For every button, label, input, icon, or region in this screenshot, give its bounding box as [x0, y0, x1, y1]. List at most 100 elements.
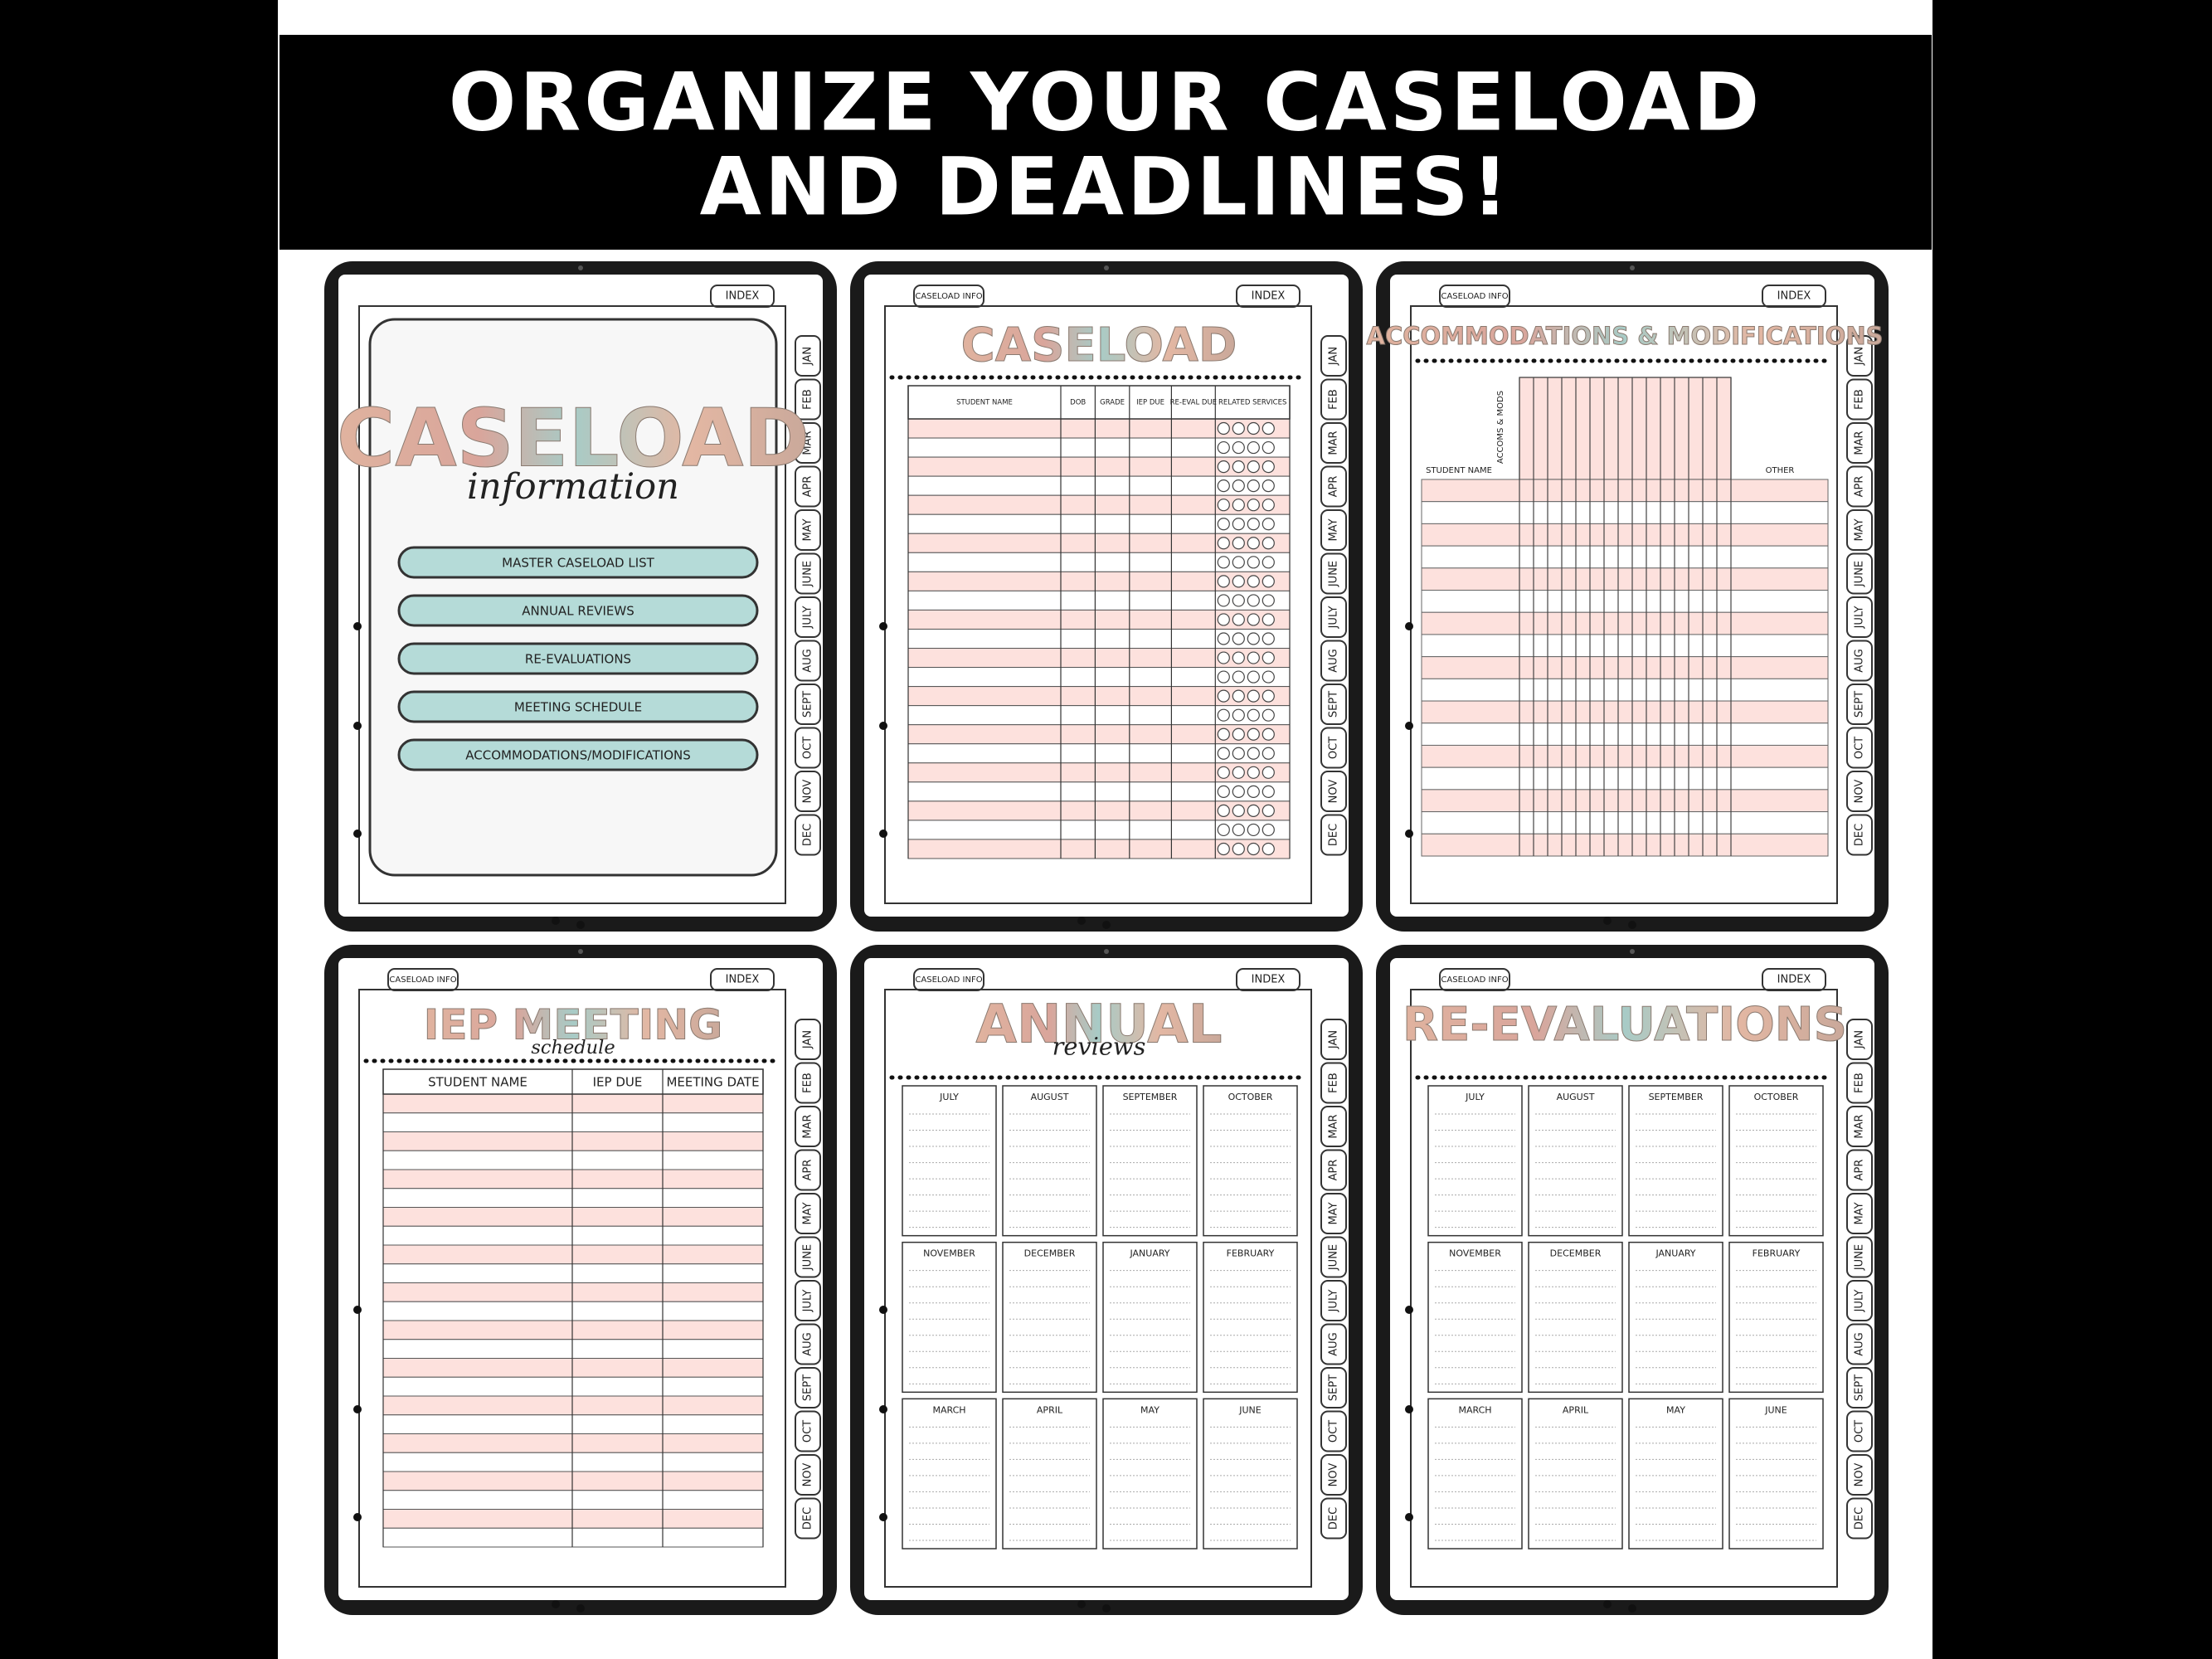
menu-button[interactable] [397, 594, 759, 627]
column-header: GRADE [1100, 399, 1125, 407]
month-tab [795, 1062, 821, 1104]
menu-button[interactable] [397, 642, 759, 675]
month-tab-label: SEPT [802, 1374, 814, 1401]
menu-button[interactable] [397, 690, 759, 723]
month-tab [1846, 1280, 1873, 1321]
month-tab-label: JAN [1854, 347, 1866, 366]
month-box [1728, 1085, 1824, 1237]
service-circle [1262, 651, 1275, 664]
service-circle [1232, 689, 1245, 703]
service-circle [1232, 804, 1245, 817]
month-label: SEPTEMBER [1123, 1092, 1178, 1102]
month-tab-label: AUG [802, 1332, 814, 1355]
month-tab [795, 727, 821, 769]
dot [879, 622, 887, 630]
screen-title: ANNUAL [976, 995, 1223, 1056]
month-tab [1846, 684, 1873, 725]
month-box [1628, 1085, 1723, 1237]
month-tab-label: FEB [1328, 389, 1340, 410]
month-tab-label: OCT [802, 737, 814, 759]
month-tab-label: MAR [1854, 1114, 1866, 1138]
month-tab [795, 509, 821, 551]
service-circle [1232, 479, 1245, 493]
month-tab-label: NOV [802, 1463, 814, 1487]
service-circle [1232, 499, 1245, 512]
month-tab [1320, 378, 1347, 421]
screen-title: CASELOAD [337, 392, 809, 484]
month-tab-label: NOV [1854, 1463, 1866, 1487]
service-circle [1247, 785, 1260, 798]
month-tab [1320, 727, 1347, 769]
month-box [1002, 1398, 1097, 1550]
month-box [1002, 1241, 1097, 1394]
month-tab-label: DEC [802, 824, 814, 846]
service-circle [1217, 479, 1230, 493]
menu-button[interactable] [397, 738, 759, 771]
service-circle [1232, 766, 1245, 779]
service-circle [1247, 537, 1260, 550]
dot [1628, 921, 1636, 929]
month-tab [1320, 1149, 1347, 1191]
table-row [382, 1150, 764, 1170]
dot [353, 722, 362, 730]
service-circle [1247, 460, 1260, 474]
month-tab-label: JAN [1328, 1030, 1340, 1049]
table-row [382, 1414, 764, 1434]
screen-subtitle: reviews [1053, 1033, 1146, 1061]
month-tab-label: JUNE [1854, 1244, 1866, 1271]
table-row [382, 1527, 764, 1548]
month-tab-label: JAN [1854, 1030, 1866, 1049]
service-circle [1232, 670, 1245, 684]
service-circle [1247, 804, 1260, 817]
table-row [1421, 634, 1829, 658]
month-tab-label: OCT [1328, 737, 1340, 759]
dot [576, 921, 585, 929]
service-circle [1247, 747, 1260, 760]
service-circle [1217, 651, 1230, 664]
month-label: JUNE [1764, 1404, 1787, 1415]
service-circle [1262, 499, 1275, 512]
menu-button-label: RE-EVALUATIONS [525, 652, 631, 667]
service-circle [1262, 689, 1275, 703]
month-tab-label: OCT [1854, 1420, 1866, 1443]
page-frame [884, 305, 1312, 904]
tablet: INDEX CASELOAD INFO JAN FEB MAR APR MAY JUNE JUL… [1366, 261, 1889, 932]
month-tab [1320, 1497, 1347, 1540]
month-tab-label: OCT [1328, 1420, 1340, 1443]
dot [1405, 1513, 1413, 1521]
camera [1630, 949, 1635, 954]
table-row [1421, 744, 1829, 768]
month-tab [1320, 1323, 1347, 1365]
service-circle [1232, 747, 1245, 760]
table-row [382, 1093, 764, 1114]
month-tab [1320, 814, 1347, 856]
tab-label: CASELOAD INFO [1441, 975, 1508, 985]
service-circle [1232, 421, 1245, 435]
service-circle [1232, 594, 1245, 607]
column-header: RELATED SERVICES [1218, 399, 1286, 407]
month-tab [1846, 1062, 1873, 1104]
table-header [907, 385, 1291, 420]
dot [1628, 1604, 1636, 1613]
tablet: INDEX CASELOAD INFO JAN FEB MAR APR MAY JUNE JUL… [324, 945, 837, 1615]
screen-title: RE-EVALUATIONS [1403, 998, 1847, 1052]
month-tab [1320, 465, 1347, 508]
month-label: SEPTEMBER [1649, 1092, 1704, 1102]
service-circle [1217, 537, 1230, 550]
service-circle [1247, 842, 1260, 856]
month-tab [1320, 552, 1347, 595]
menu-button[interactable] [397, 546, 759, 579]
screen-subtitle: information [467, 466, 679, 508]
dot [879, 1306, 887, 1314]
month-tab [1846, 1410, 1873, 1452]
month-tab [1846, 378, 1873, 421]
page-frame [358, 305, 786, 904]
service-circle [1262, 632, 1275, 645]
service-circle [1217, 670, 1230, 684]
month-tab-label: DEC [1854, 1507, 1866, 1530]
month-box [1728, 1398, 1824, 1550]
service-circle [1217, 785, 1230, 798]
month-label: JULY [1465, 1092, 1485, 1102]
month-tab-label: SEPT [1328, 691, 1340, 718]
tablet: INDEX CASELOAD INFO JAN FEB MAR APR MAY JUNE JUL… [1376, 945, 1889, 1615]
